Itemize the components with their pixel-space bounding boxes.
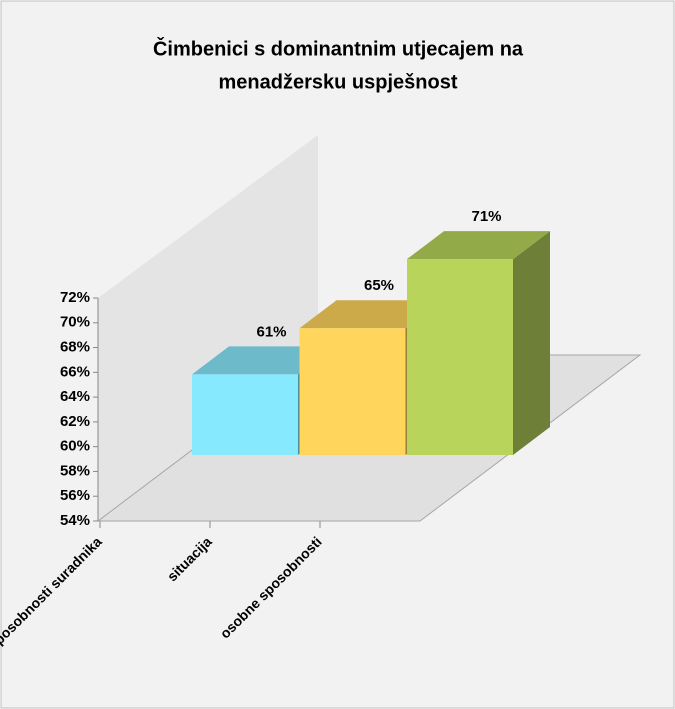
chart-title: Čimbenici s dominantnim utjecajem na bbox=[153, 36, 524, 60]
bar-side bbox=[513, 231, 550, 455]
bar-top bbox=[299, 300, 443, 329]
chart-title: menadžersku uspješnost bbox=[219, 71, 458, 93]
bar bbox=[407, 259, 513, 455]
y-tick-label: 66% bbox=[60, 363, 90, 380]
bar bbox=[192, 374, 298, 455]
y-tick-label: 72% bbox=[60, 289, 90, 306]
y-tick-label: 62% bbox=[60, 413, 90, 430]
y-tick-label: 60% bbox=[60, 438, 90, 455]
bar-top bbox=[407, 231, 550, 260]
data-label: 61% bbox=[256, 323, 286, 340]
back-wall bbox=[98, 135, 318, 521]
y-tick-label: 68% bbox=[60, 339, 90, 356]
y-tick-label: 64% bbox=[60, 388, 90, 405]
data-label: 65% bbox=[364, 277, 394, 294]
y-tick-label: 70% bbox=[60, 314, 90, 331]
y-tick-label: 54% bbox=[60, 512, 90, 529]
bar-top bbox=[192, 346, 335, 375]
y-tick-label: 56% bbox=[60, 487, 90, 504]
bar bbox=[299, 328, 406, 455]
y-tick-label: 58% bbox=[60, 462, 90, 479]
data-label: 71% bbox=[471, 208, 501, 225]
